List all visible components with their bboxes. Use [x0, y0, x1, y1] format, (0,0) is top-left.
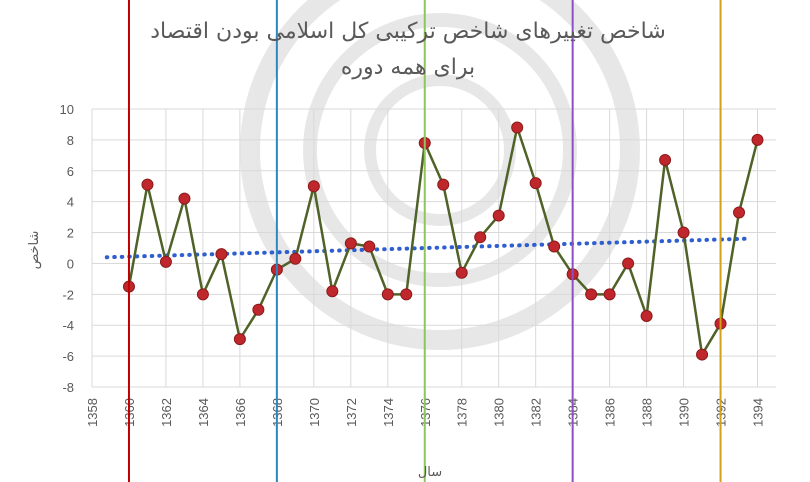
x-tick-label: 1382	[529, 398, 544, 427]
x-tick-label: 1390	[677, 398, 692, 427]
y-tick-label: 8	[67, 133, 74, 148]
data-point	[437, 178, 450, 191]
data-point	[196, 288, 209, 301]
chart-title-line1: شاخص تغییرهای شاخص ترکیبی کل اسلامی بودن…	[150, 19, 666, 44]
university-logo-watermark	[240, 0, 640, 350]
chart-title-line2: برای همه دوره	[341, 55, 475, 80]
data-point	[215, 248, 228, 261]
data-point	[455, 266, 468, 279]
x-tick-label: 1372	[344, 398, 359, 427]
trendline	[104, 236, 749, 260]
x-tick-label: 1380	[492, 398, 507, 427]
data-point	[511, 121, 524, 134]
data-point	[233, 333, 246, 346]
data-point	[696, 348, 709, 361]
y-tick-label: -6	[62, 349, 74, 364]
data-point	[178, 192, 191, 205]
x-axis-title: سال	[418, 465, 442, 480]
data-point	[751, 133, 764, 146]
x-tick-label: 1364	[196, 398, 211, 427]
y-tick-label: 2	[67, 226, 74, 241]
x-tick-label: 1370	[307, 398, 322, 427]
period-separator-lines	[127, 0, 722, 482]
data-point	[400, 288, 413, 301]
data-point	[326, 285, 339, 298]
x-tick-label: 1394	[751, 398, 766, 427]
y-tick-label: 4	[67, 195, 74, 210]
data-point	[659, 153, 672, 166]
data-point	[677, 226, 690, 239]
data-point	[733, 206, 746, 219]
y-tick-label: -8	[62, 380, 74, 395]
y-tick-label: 10	[60, 102, 74, 117]
data-point	[363, 240, 376, 253]
data-point	[474, 231, 487, 244]
x-tick-label: 1366	[233, 398, 248, 427]
y-tick-label: 6	[67, 164, 74, 179]
y-tick-label: 0	[67, 256, 74, 271]
y-tick-label: -4	[62, 318, 74, 333]
series-markers	[122, 121, 764, 361]
data-point	[622, 257, 635, 270]
y-tick-label: -2	[62, 287, 74, 302]
data-point	[307, 180, 320, 193]
x-tick-label: 1374	[381, 398, 396, 427]
data-point	[492, 209, 505, 222]
data-point	[603, 288, 616, 301]
data-point	[640, 309, 653, 322]
data-point	[159, 255, 172, 268]
x-tick-label: 1378	[455, 398, 470, 427]
data-point	[344, 237, 357, 250]
y-tick-labels: -8 -6 -4 -2 0 2 4 6 8 10	[60, 102, 74, 395]
x-tick-label: 1362	[159, 398, 174, 427]
data-point	[529, 177, 542, 190]
data-point	[289, 252, 302, 265]
x-tick-label: 1388	[640, 398, 655, 427]
data-point	[585, 288, 598, 301]
data-point	[548, 240, 561, 253]
x-tick-label: 1358	[85, 398, 100, 427]
data-point	[381, 288, 394, 301]
x-tick-label: 1386	[603, 398, 618, 427]
y-axis-title: شاخص	[27, 231, 42, 270]
data-point	[141, 178, 154, 191]
trendline-path	[104, 236, 749, 260]
data-point	[252, 303, 265, 316]
